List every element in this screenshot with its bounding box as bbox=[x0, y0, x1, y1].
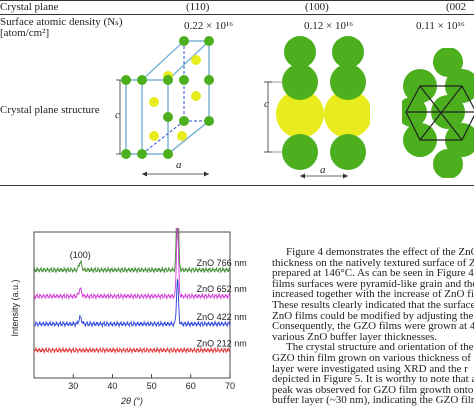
paragraph-line: GZO thin film grown on various thickness… bbox=[272, 352, 474, 364]
crystal-structure-002-diagram bbox=[402, 48, 474, 178]
density-110: 0.22 × 10¹⁶ bbox=[184, 20, 234, 32]
x-tick-label: 60 bbox=[186, 381, 196, 391]
x-axis-label: 2θ (°) bbox=[120, 396, 143, 406]
table-top-rule bbox=[0, 0, 474, 1]
paragraph-line: buffer layer (~30 nm), indicating the GZ… bbox=[272, 394, 474, 407]
zn-atoms bbox=[121, 36, 214, 159]
crystal-structure-110-diagram bbox=[116, 36, 214, 177]
row-label-crystal-plane: Crystal plane bbox=[0, 1, 59, 13]
paragraph-line: depicted in Figure 5. It is worthy to no… bbox=[272, 373, 474, 386]
series-line bbox=[33, 346, 231, 355]
plane-header-002: (002 bbox=[446, 1, 467, 13]
paragraph-line: various ZnO buffer layer thicknesses. bbox=[272, 330, 438, 343]
paragraph-line: Consequently, the GZO films were grown a… bbox=[272, 320, 474, 333]
paragraph-line: thickness on the natively textured surfa… bbox=[272, 256, 474, 269]
label-group: ZnO 766 nm ZnO 652 nm ZnO 422 nm ZnO 212 nm… bbox=[70, 250, 247, 348]
tick-group: 30 40 50 60 70 bbox=[68, 374, 235, 391]
paragraph-line: prepared at 146°C. As can be seen in Fig… bbox=[272, 267, 474, 280]
paragraph-line: Figure 4 demonstrates the effect of the … bbox=[286, 246, 474, 258]
body-paragraph: Figure 4 demonstrates the effect of the … bbox=[272, 246, 474, 408]
row-label-structure: Crystal plane structure bbox=[0, 104, 100, 116]
density-100: 0.12 × 10¹⁶ bbox=[304, 20, 354, 32]
series-label: ZnO 212 nm bbox=[197, 338, 247, 348]
paragraph-line: peak was observed for GZO film growth on… bbox=[272, 383, 474, 396]
xrd-chart: ZnO 766 nm ZnO 652 nm ZnO 422 nm ZnO 212 nm… bbox=[10, 228, 247, 406]
row-label-density-unit: [atom/cm²] bbox=[0, 27, 50, 39]
paragraph-line: ZnO films could be modified by adjusting… bbox=[272, 309, 474, 322]
series-label: ZnO 422 nm bbox=[197, 312, 247, 322]
row-label-density: Surface atomic density (Nₛ) bbox=[0, 16, 123, 28]
series-label: ZnO 652 nm bbox=[197, 284, 247, 294]
paragraph-line: The crystal structure and orientation of… bbox=[286, 341, 474, 354]
series-group bbox=[33, 228, 231, 355]
series-label: ZnO 766 nm bbox=[197, 258, 247, 268]
series-line bbox=[33, 228, 231, 301]
label-c-110: c bbox=[115, 109, 120, 121]
hexagon-lines bbox=[405, 85, 474, 141]
series-line bbox=[33, 228, 231, 275]
x-tick-label: 40 bbox=[107, 381, 117, 391]
peak-label: (100) bbox=[70, 250, 91, 260]
series-line bbox=[33, 279, 231, 329]
table-header-rule bbox=[0, 14, 474, 15]
label-c-100: c bbox=[264, 98, 269, 110]
label-a-110: a bbox=[176, 159, 182, 171]
paragraph-line: films surfaces were pyramid-like grain a… bbox=[272, 277, 474, 290]
paragraph-line: increased together with the increase of … bbox=[272, 288, 474, 301]
plane-header-100: (100) bbox=[305, 1, 329, 13]
x-tick-label: 70 bbox=[225, 381, 235, 391]
density-002: 0.11 × 10¹⁶ bbox=[416, 20, 465, 32]
chart-frame bbox=[33, 231, 231, 379]
label-a-100: a bbox=[320, 164, 326, 176]
plane-header-110: (110) bbox=[186, 1, 210, 13]
crystal-structure-100-diagram bbox=[264, 36, 370, 179]
paragraph-line: layer were investigated using XRD and th… bbox=[272, 362, 468, 375]
y-axis-label: Intensity (a.u.) bbox=[10, 279, 20, 336]
table-bottom-rule bbox=[0, 185, 474, 186]
x-tick-label: 50 bbox=[147, 381, 157, 391]
x-tick-label: 30 bbox=[68, 381, 78, 391]
paragraph-line: These results clearly indicated that the… bbox=[272, 299, 474, 311]
